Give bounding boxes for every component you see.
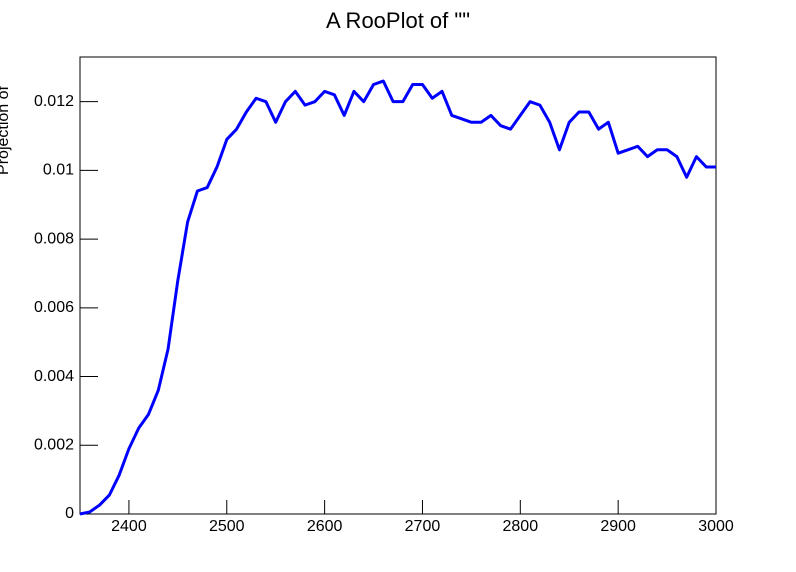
chart-title: A RooPlot of ""	[326, 8, 470, 33]
x-tick-label: 2900	[600, 518, 636, 535]
y-tick-label: 0	[65, 505, 74, 522]
y-tick-label: 0.002	[34, 436, 74, 453]
y-tick-label: 0.008	[34, 230, 74, 247]
y-tick-label: 0.01	[43, 162, 74, 179]
y-tick-label: 0.006	[34, 299, 74, 316]
plot-frame	[79, 56, 717, 515]
x-tick-label: 2500	[209, 518, 245, 535]
x-tick-label: 2600	[307, 518, 343, 535]
x-tick-label: 2700	[405, 518, 441, 535]
y-axis-label: Projection of	[0, 85, 12, 174]
x-tick-label: 3000	[698, 518, 734, 535]
x-tick-label: 2800	[503, 518, 539, 535]
x-tick-label: 2400	[111, 518, 147, 535]
y-tick-label: 0.004	[34, 368, 74, 385]
y-tick-label: 0.012	[34, 93, 74, 110]
data-line	[79, 79, 716, 516]
